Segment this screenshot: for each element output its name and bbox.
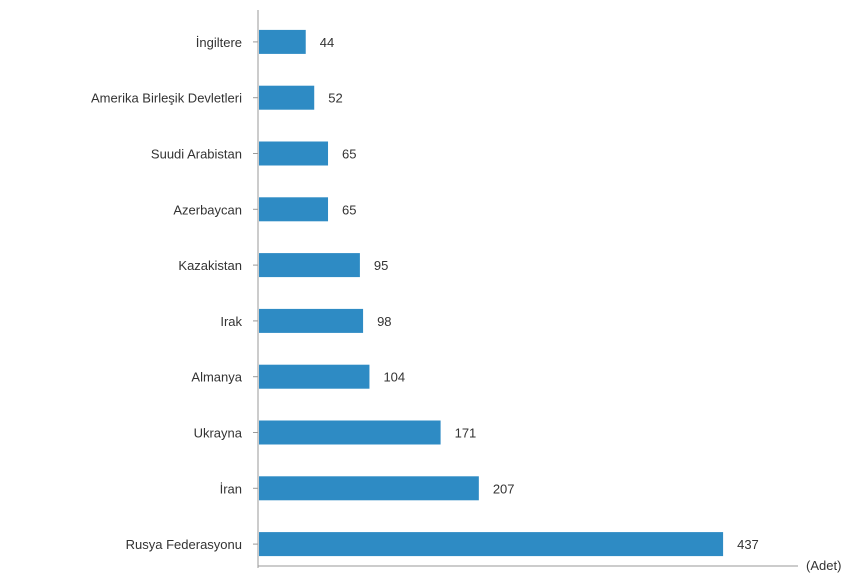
category-label: Azerbaycan xyxy=(173,202,242,217)
category-label: Amerika Birleşik Devletleri xyxy=(91,91,242,106)
bar xyxy=(259,308,364,333)
value-label: 437 xyxy=(737,537,759,552)
bar xyxy=(259,476,479,501)
labels-layer: İngiltere 44 Amerika Birleşik Devletleri 52… xyxy=(91,35,759,552)
category-label: Irak xyxy=(220,314,242,329)
value-label: 65 xyxy=(342,202,356,217)
category-label: Almanya xyxy=(191,370,242,385)
bar xyxy=(259,141,329,166)
category-label: Suudi Arabistan xyxy=(151,147,242,162)
value-label: 207 xyxy=(493,481,515,496)
bar xyxy=(259,364,370,389)
category-label: Rusya Federasyonu xyxy=(126,537,242,552)
value-label: 98 xyxy=(377,314,391,329)
value-label: 65 xyxy=(342,147,356,162)
category-label: Ukrayna xyxy=(194,426,243,441)
bar xyxy=(259,85,315,110)
value-label: 95 xyxy=(374,258,388,273)
bar xyxy=(259,532,724,557)
bar xyxy=(259,197,329,222)
value-label: 171 xyxy=(455,426,477,441)
category-label: İngiltere xyxy=(196,35,242,50)
category-label: Kazakistan xyxy=(178,258,242,273)
bar xyxy=(259,29,306,54)
category-label: İran xyxy=(220,481,242,496)
value-label: 44 xyxy=(320,35,334,50)
bar xyxy=(259,253,360,278)
unit-label: (Adet) xyxy=(806,558,841,573)
value-label: 104 xyxy=(383,370,405,385)
bars-layer xyxy=(253,29,724,557)
bar xyxy=(259,420,441,445)
value-label: 52 xyxy=(328,91,342,106)
